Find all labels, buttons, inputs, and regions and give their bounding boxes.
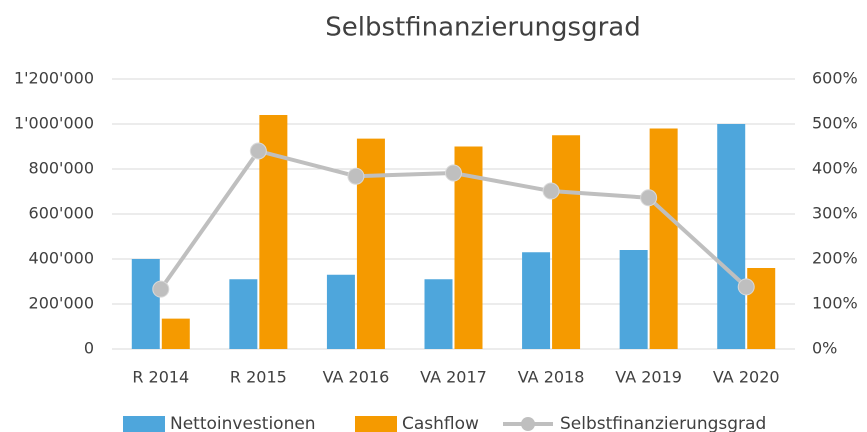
line-marker: [445, 164, 462, 182]
y-tick-label: 400'000: [29, 249, 94, 268]
line-marker: [640, 189, 658, 207]
line-marker: [542, 182, 560, 200]
line-marker: [347, 167, 365, 185]
line-marker: [249, 142, 267, 160]
bar: [326, 274, 355, 349]
bar: [552, 135, 581, 349]
y2-tick-label: 0%: [812, 339, 837, 358]
bar: [161, 318, 190, 349]
legend-label: Cashflow: [402, 414, 479, 432]
y2-tick-label: 600%: [812, 69, 858, 88]
y2-tick-label: 400%: [812, 159, 858, 178]
x-tick-label: VA 2017: [420, 368, 487, 387]
legend-swatch: [123, 416, 165, 432]
x-tick-label: R 2014: [132, 368, 189, 387]
legend-label: Nettoinvestionen: [170, 414, 316, 432]
bar: [717, 124, 746, 349]
x-tick-label: R 2015: [230, 368, 287, 387]
y-tick-label: 1'000'000: [14, 114, 94, 133]
legend-swatch: [521, 417, 535, 431]
legend-label: Selbstfinanzierungsgrad: [560, 414, 766, 432]
y-tick-label: 1'200'000: [14, 69, 94, 88]
bar: [619, 250, 648, 349]
bar: [522, 252, 551, 349]
y2-tick-label: 300%: [812, 204, 858, 223]
bar: [131, 259, 160, 349]
y2-tick-label: 200%: [812, 249, 858, 268]
y-tick-label: 600'000: [29, 204, 94, 223]
y-tick-label: 800'000: [29, 159, 94, 178]
x-tick-label: VA 2016: [323, 368, 390, 387]
bar: [747, 268, 776, 349]
y2-tick-label: 500%: [812, 114, 858, 133]
y2-tick-label: 100%: [812, 294, 858, 313]
bar: [424, 279, 453, 349]
x-tick-label: VA 2020: [713, 368, 780, 387]
y-tick-label: 200'000: [29, 294, 94, 313]
x-tick-label: VA 2018: [518, 368, 585, 387]
bar: [649, 128, 678, 349]
line-marker: [737, 278, 755, 296]
y-tick-label: 0: [84, 339, 94, 358]
bar: [454, 146, 483, 349]
x-tick-label: VA 2019: [615, 368, 682, 387]
bar: [229, 279, 258, 349]
legend-swatch: [355, 416, 397, 432]
line-marker: [152, 280, 170, 298]
chart-title: Selbstfinanzierungsgrad: [325, 13, 640, 43]
